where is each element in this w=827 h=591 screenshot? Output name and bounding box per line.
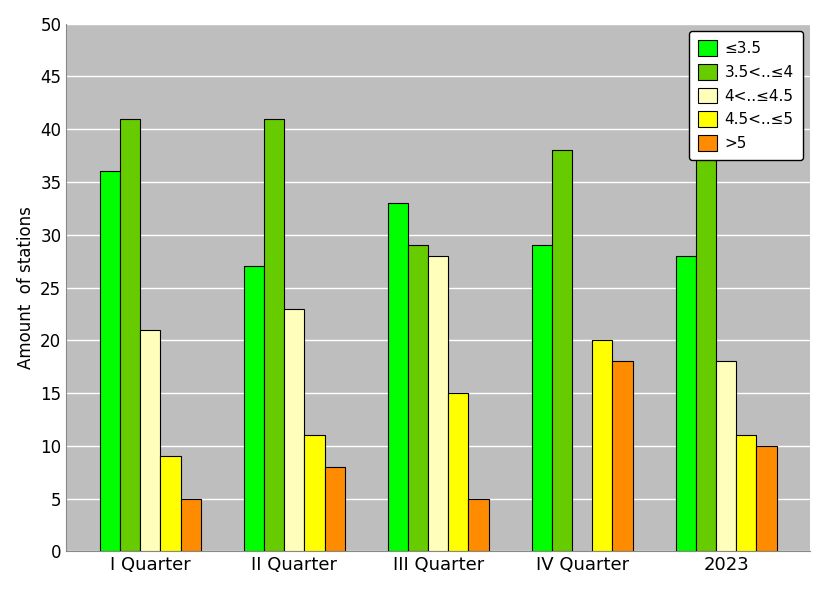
Bar (448, 393, 469, 551)
Bar (264, 119, 284, 551)
Bar (388, 203, 408, 551)
Bar (469, 499, 489, 551)
Bar (304, 436, 324, 551)
Bar (716, 362, 736, 551)
Y-axis label: Amount  of stations: Amount of stations (17, 206, 35, 369)
Bar (324, 467, 345, 551)
Bar (676, 256, 696, 551)
Bar (592, 340, 613, 551)
Bar (120, 119, 141, 551)
Bar (696, 87, 716, 551)
Bar (552, 150, 572, 551)
Bar (736, 436, 757, 551)
Bar (757, 446, 777, 551)
Bar (180, 499, 201, 551)
Bar (160, 456, 180, 551)
Bar (141, 330, 160, 551)
Bar (428, 256, 448, 551)
Bar (284, 309, 304, 551)
Bar (100, 171, 120, 551)
Bar (244, 267, 264, 551)
Bar (408, 245, 428, 551)
Legend: ≤3.5, 3.5<..≤4, 4<..≤4.5, 4.5<..≤5, >5: ≤3.5, 3.5<..≤4, 4<..≤4.5, 4.5<..≤5, >5 (689, 31, 803, 160)
Bar (532, 245, 552, 551)
Bar (613, 362, 633, 551)
